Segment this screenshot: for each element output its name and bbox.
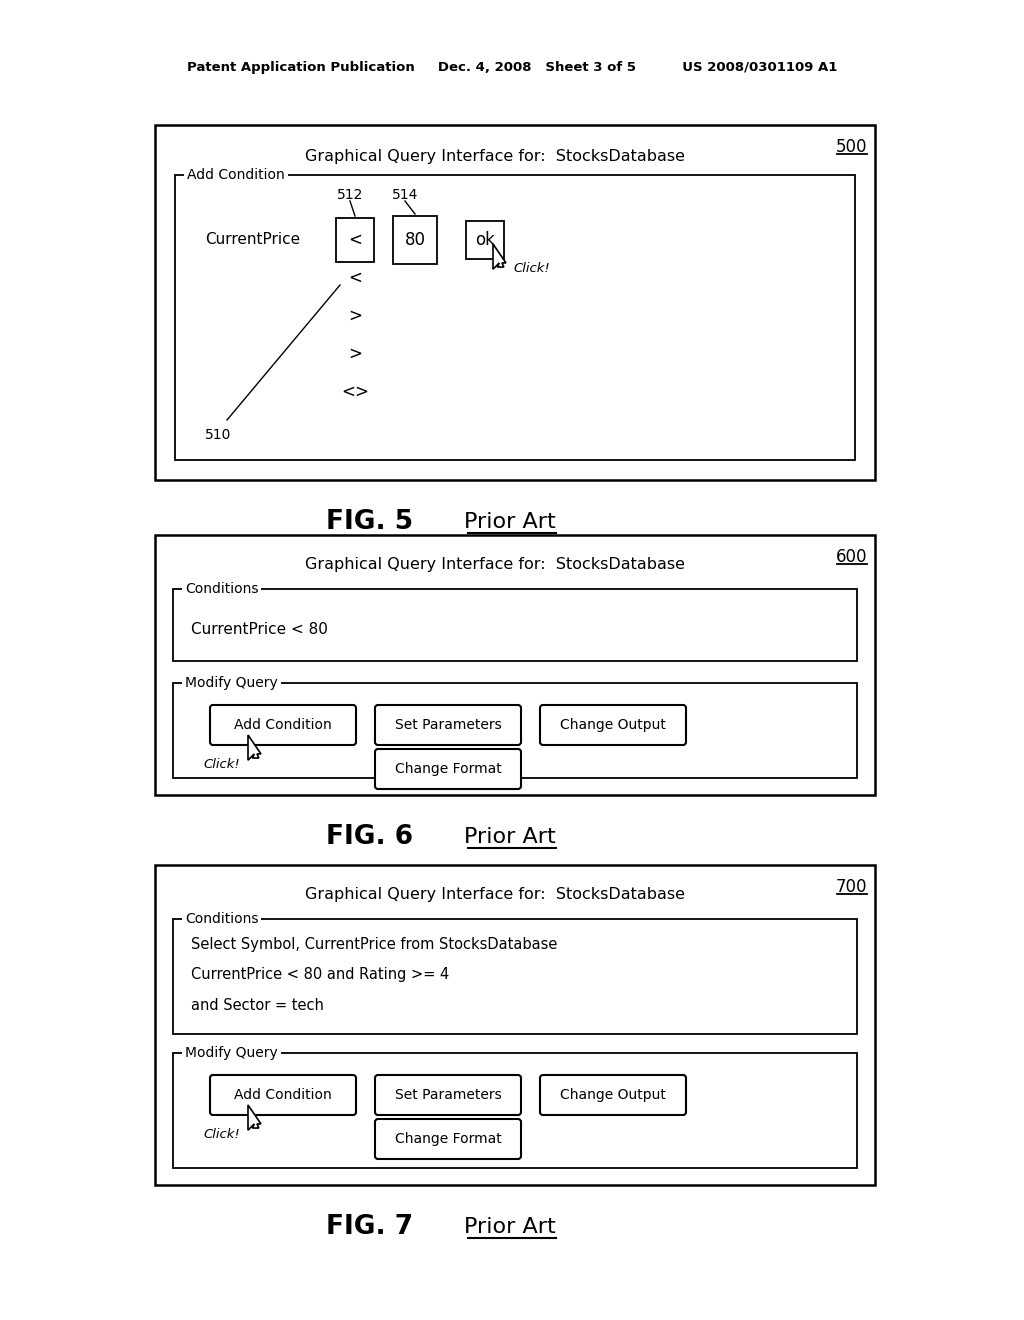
Bar <box>173 1053 857 1168</box>
FancyBboxPatch shape <box>375 705 521 744</box>
Text: Change Format: Change Format <box>394 1133 502 1146</box>
Text: 500: 500 <box>836 139 867 156</box>
FancyBboxPatch shape <box>375 748 521 789</box>
Text: Set Parameters: Set Parameters <box>394 718 502 733</box>
Text: 600: 600 <box>836 548 867 566</box>
Text: CurrentPrice < 80: CurrentPrice < 80 <box>191 623 328 638</box>
Text: FIG. 6: FIG. 6 <box>327 824 414 850</box>
Text: and Sector = tech: and Sector = tech <box>191 998 324 1012</box>
Text: Select Symbol, CurrentPrice from StocksDatabase: Select Symbol, CurrentPrice from StocksD… <box>191 937 557 953</box>
Polygon shape <box>493 244 506 269</box>
Text: <: < <box>348 231 362 249</box>
Text: Graphical Query Interface for:  StocksDatabase: Graphical Query Interface for: StocksDat… <box>305 887 685 903</box>
Bar <box>155 865 874 1185</box>
Bar <box>173 589 857 661</box>
Text: CurrentPrice: CurrentPrice <box>205 232 300 248</box>
FancyBboxPatch shape <box>540 1074 686 1115</box>
Text: <>: <> <box>341 383 369 401</box>
Text: Click!: Click! <box>203 1127 240 1140</box>
Text: 700: 700 <box>836 878 867 896</box>
Text: Click!: Click! <box>203 758 240 771</box>
Bar <box>173 682 857 777</box>
Text: Graphical Query Interface for:  StocksDatabase: Graphical Query Interface for: StocksDat… <box>305 557 685 573</box>
Text: CurrentPrice < 80 and Rating >= 4: CurrentPrice < 80 and Rating >= 4 <box>191 968 450 982</box>
Text: FIG. 7: FIG. 7 <box>327 1214 414 1239</box>
FancyBboxPatch shape <box>540 705 686 744</box>
Text: Change Output: Change Output <box>560 1088 666 1102</box>
Text: Add Condition: Add Condition <box>234 718 332 733</box>
Bar <box>336 218 374 261</box>
Text: 80: 80 <box>404 231 426 249</box>
FancyBboxPatch shape <box>210 705 356 744</box>
Bar <box>393 216 437 264</box>
Text: 510: 510 <box>205 428 231 442</box>
Text: Change Output: Change Output <box>560 718 666 733</box>
Text: Conditions: Conditions <box>185 582 258 597</box>
Text: >: > <box>348 345 362 363</box>
Bar <box>175 176 855 459</box>
Text: FIG. 5: FIG. 5 <box>327 510 414 535</box>
Text: Set Parameters: Set Parameters <box>394 1088 502 1102</box>
Text: Prior Art: Prior Art <box>464 828 556 847</box>
FancyBboxPatch shape <box>375 1074 521 1115</box>
Text: Conditions: Conditions <box>185 912 258 927</box>
Bar <box>173 919 857 1034</box>
Bar <box>466 220 504 259</box>
FancyBboxPatch shape <box>375 1119 521 1159</box>
Text: Change Format: Change Format <box>394 762 502 776</box>
Bar <box>155 125 874 480</box>
Text: Click!: Click! <box>513 261 550 275</box>
Text: Patent Application Publication     Dec. 4, 2008   Sheet 3 of 5          US 2008/: Patent Application Publication Dec. 4, 2… <box>186 62 838 74</box>
Text: Add Condition: Add Condition <box>234 1088 332 1102</box>
Text: <: < <box>348 269 362 286</box>
Text: 514: 514 <box>392 187 418 202</box>
Text: Prior Art: Prior Art <box>464 512 556 532</box>
Text: Add Condition: Add Condition <box>187 168 285 182</box>
Text: Modify Query: Modify Query <box>185 1045 278 1060</box>
Text: Modify Query: Modify Query <box>185 676 278 690</box>
Text: Prior Art: Prior Art <box>464 1217 556 1237</box>
Bar <box>155 535 874 795</box>
Text: 512: 512 <box>337 187 364 202</box>
FancyBboxPatch shape <box>210 1074 356 1115</box>
Text: Graphical Query Interface for:  StocksDatabase: Graphical Query Interface for: StocksDat… <box>305 149 685 165</box>
Text: >: > <box>348 308 362 325</box>
Text: ok: ok <box>475 231 495 249</box>
Polygon shape <box>248 735 261 760</box>
Polygon shape <box>248 1105 261 1130</box>
